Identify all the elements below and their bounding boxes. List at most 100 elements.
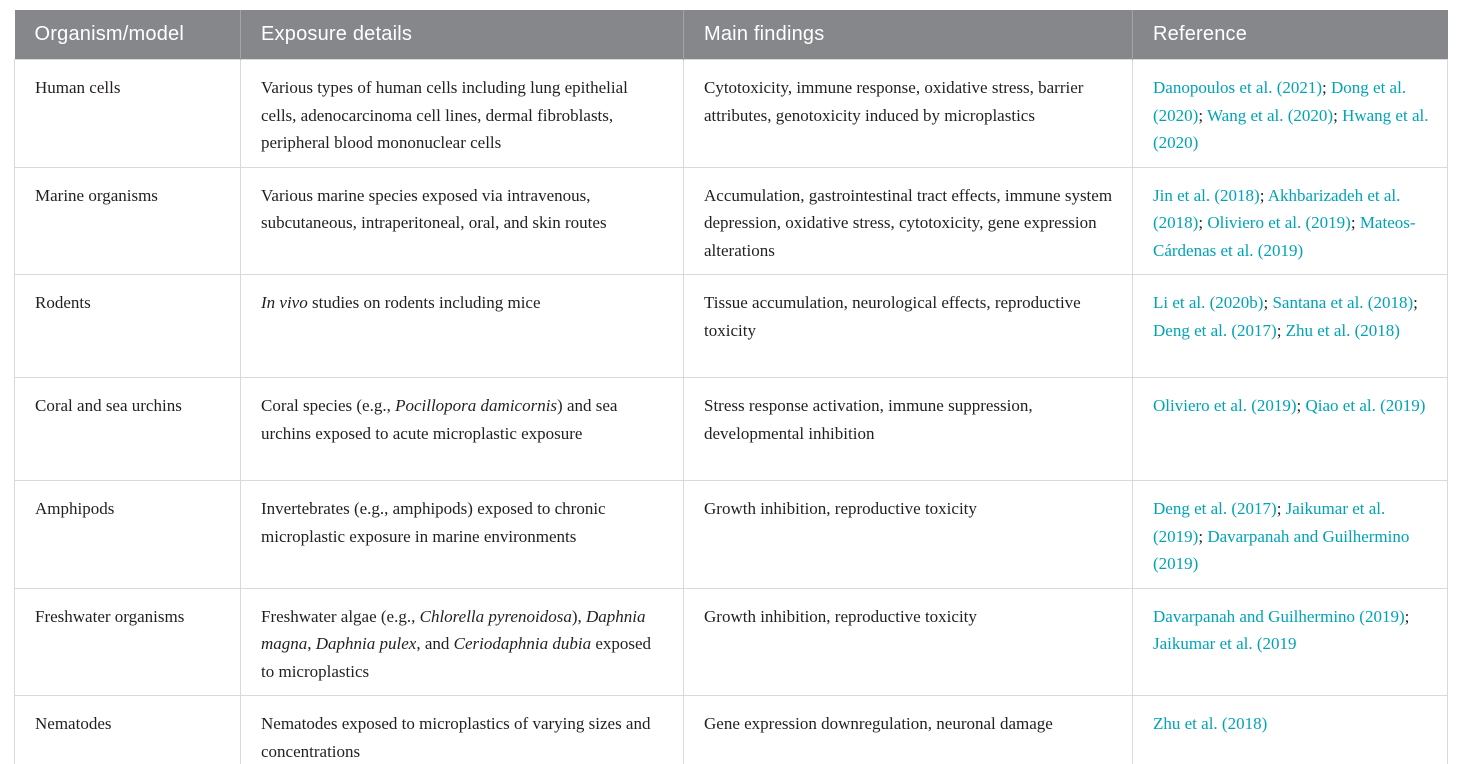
exposure-text: Freshwater algae (e.g., [261, 606, 420, 626]
reference-link[interactable]: Davarpanah and Guilhermino (2019) [1153, 526, 1410, 574]
reference-link[interactable]: Mateos-Cárdenas et al. (2019) [1153, 213, 1416, 260]
exposure-text: Nematodes exposed to microplastics of va… [261, 714, 651, 761]
organism-model-cell: Coral and sea urchins [14, 377, 241, 481]
species-name-italic: Daphnia pulex [315, 634, 417, 653]
main-findings-text: Tissue accumulation, neurological effect… [704, 293, 1081, 340]
species-name-italic: Ceriodaphnia dubia [453, 634, 592, 653]
header-organism-model: Organism/model [14, 10, 241, 60]
reference-separator: ; [1350, 213, 1360, 232]
species-name-italic: Chlorella pyrenoidosa [419, 606, 572, 626]
reference-link[interactable]: Oliviero et al. (2019) [1153, 396, 1297, 415]
reference-separator: ; [1322, 78, 1332, 97]
header-exposure-details: Exposure details [240, 10, 684, 60]
reference-link[interactable]: Danopoulos et al. (2021) [1153, 78, 1323, 97]
table-body: Human cells Various types of human cells … [14, 59, 1448, 764]
reference-cell: Davarpanah and Guilhermino (2019); Jaiku… [1132, 587, 1448, 696]
organism-model-cell: Human cells [14, 59, 241, 168]
organism-model-text: Marine organisms [35, 185, 158, 205]
header-row: Organism/model Exposure details Main fin… [14, 10, 1448, 60]
header-main-findings: Main findings [683, 10, 1133, 60]
exposure-details-cell: Freshwater algae (e.g., Chlorella pyreno… [240, 587, 684, 696]
reference-cell: Jin et al. (2018); Akhbarizadeh et al. (… [1132, 166, 1448, 275]
header-reference: Reference [1132, 10, 1448, 60]
reference-separator: ; [1413, 293, 1418, 312]
main-findings-cell: Growth inhibition, reproductive toxicity [683, 480, 1133, 589]
reference-separator: ; [1259, 185, 1268, 205]
main-findings-text: Accumulation, gastrointestinal tract eff… [704, 185, 1113, 260]
species-name-italic: In vivo [261, 293, 308, 312]
reference-link[interactable]: Deng et al. (2017) [1153, 320, 1277, 340]
main-findings-cell: Tissue accumulation, neurological effect… [683, 274, 1133, 378]
main-findings-text: Cytotoxicity, immune response, oxidative… [704, 78, 1084, 125]
main-findings-text: Gene expression downregulation, neuronal… [704, 714, 1053, 733]
organism-model-text: Amphipods [35, 499, 115, 518]
reference-separator: ; [1198, 213, 1208, 232]
reference-separator: ; [1198, 526, 1208, 546]
exposure-text: studies on rodents including mice [307, 293, 541, 312]
exposure-details-cell: Nematodes exposed to microplastics of va… [240, 695, 684, 764]
exposure-text: Coral species (e.g., [261, 396, 396, 415]
reference-cell: Danopoulos et al. (2021); Dong et al. (2… [1132, 59, 1448, 168]
exposure-details-cell: Invertebrates (e.g., amphipods) exposed … [240, 480, 684, 589]
reference-cell: Li et al. (2020b); Santana et al. (2018)… [1132, 274, 1448, 378]
reference-link[interactable]: Wang et al. (2020) [1207, 105, 1334, 125]
reference-link[interactable]: Deng et al. (2017) [1153, 499, 1277, 518]
reference-separator: ; [1333, 105, 1343, 125]
organism-model-cell: Freshwater organisms [14, 587, 241, 696]
exposure-text: exposed to microplastics [261, 634, 652, 681]
reference-link[interactable]: Oliviero et al. (2019) [1207, 213, 1351, 232]
organism-model-text: Rodents [35, 293, 91, 312]
species-name-italic: Daphnia magna [261, 606, 646, 654]
reference-link[interactable]: Zhu et al. (2018) [1285, 320, 1400, 340]
exposure-text: Various marine species exposed via intra… [261, 185, 607, 233]
table-row: Human cells Various types of human cells … [14, 59, 1448, 168]
reference-link[interactable]: Jaikumar et al. (2019) [1153, 499, 1386, 546]
main-findings-cell: Cytotoxicity, immune response, oxidative… [683, 59, 1133, 168]
organism-model-text: Freshwater organisms [35, 606, 185, 626]
reference-link[interactable]: Davarpanah and Guilhermino (2019) [1153, 606, 1405, 626]
reference-cell: Zhu et al. (2018) [1132, 695, 1448, 764]
table-row: Rodents In vivo studies on rodents includ… [14, 274, 1448, 378]
reference-separator: ; [1276, 499, 1286, 518]
organisms-findings-table: Organism/model Exposure details Main fin… [14, 10, 1448, 764]
table-row: Marine organisms Various marine species e… [14, 166, 1448, 275]
exposure-text: ), [571, 606, 586, 626]
exposure-text: Various types of human cells including l… [261, 78, 628, 152]
reference-link[interactable]: Li et al. (2020b) [1153, 293, 1264, 312]
table-header: Organism/model Exposure details Main fin… [14, 10, 1448, 60]
reference-link[interactable]: Akhbarizadeh et al. (2018) [1153, 185, 1401, 233]
reference-link[interactable]: Jin et al. (2018) [1153, 185, 1260, 205]
exposure-details-cell: Coral species (e.g., Pocillopora damicor… [240, 377, 684, 481]
reference-link[interactable]: Jaikumar et al. (2019 [1153, 634, 1297, 653]
main-findings-text: Stress response activation, immune suppr… [704, 396, 1033, 443]
organism-model-text: Nematodes [35, 714, 112, 733]
reference-separator: ; [1198, 105, 1207, 125]
main-findings-cell: Stress response activation, immune suppr… [683, 377, 1133, 481]
reference-link[interactable]: Hwang et al. (2020) [1153, 105, 1429, 153]
organism-model-cell: Marine organisms [14, 166, 241, 275]
reference-link[interactable]: Zhu et al. (2018) [1153, 714, 1268, 733]
table-row: Nematodes Nematodes exposed to microplast… [14, 695, 1448, 764]
reference-separator: ; [1296, 396, 1306, 415]
organism-model-cell: Rodents [14, 274, 241, 378]
reference-separator: ; [1263, 293, 1273, 312]
reference-link[interactable]: Qiao et al. (2019) [1305, 396, 1426, 415]
reference-link[interactable]: Santana et al. (2018) [1272, 293, 1414, 312]
exposure-text: , [307, 634, 316, 653]
reference-cell: Deng et al. (2017); Jaikumar et al. (201… [1132, 480, 1448, 589]
table-row: Amphipods Invertebrates (e.g., amphipods)… [14, 480, 1448, 589]
main-findings-cell: Gene expression downregulation, neuronal… [683, 695, 1133, 764]
organism-model-text: Coral and sea urchins [35, 396, 182, 415]
reference-separator: ; [1276, 320, 1286, 340]
table-row: Freshwater organisms Freshwater algae (e.… [14, 587, 1448, 696]
exposure-details-cell: Various marine species exposed via intra… [240, 166, 684, 275]
reference-link[interactable]: Dong et al. (2020) [1153, 78, 1407, 125]
main-findings-cell: Growth inhibition, reproductive toxicity [683, 587, 1133, 696]
reference-cell: Oliviero et al. (2019); Qiao et al. (201… [1132, 377, 1448, 481]
reference-separator: ; [1404, 606, 1410, 626]
main-findings-text: Growth inhibition, reproductive toxicity [704, 499, 977, 518]
table-row: Coral and sea urchins Coral species (e.g.… [14, 377, 1448, 481]
exposure-details-cell: In vivo studies on rodents including mic… [240, 274, 684, 378]
exposure-details-cell: Various types of human cells including l… [240, 59, 684, 168]
